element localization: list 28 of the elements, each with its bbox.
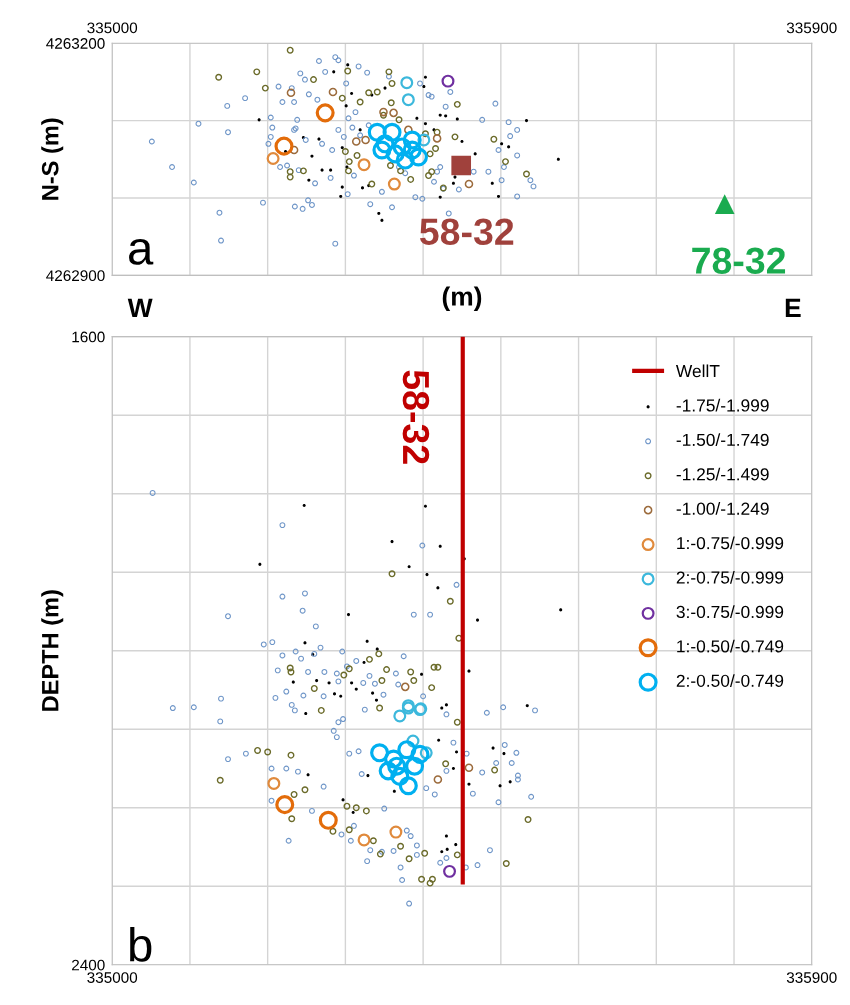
text: E <box>785 298 801 318</box>
y-axis-title: DEPTH (m) <box>41 590 64 711</box>
x-axis-title: (m) <box>442 286 482 312</box>
legend-label: -1.00/-1.249 <box>676 502 769 515</box>
legend-label: WellT <box>675 364 720 378</box>
legend-label: 1:-0.50/-0.749 <box>677 639 784 653</box>
annotation: 78-32 <box>692 247 786 275</box>
legend-label: 1:-0.75/-0.999 <box>677 536 784 550</box>
legend-label: -1.25/-1.499 <box>676 467 769 481</box>
y-tick-label: 1600 <box>72 331 105 343</box>
legend-label: -1.50/-1.749 <box>676 433 769 447</box>
legend-label: 2:-0.75/-0.999 <box>676 570 784 584</box>
text: W <box>127 298 153 318</box>
annotation: 58-32 <box>402 370 430 464</box>
y-axis-title: N-S (m) <box>41 118 64 200</box>
x-tick-label: 335000 <box>87 972 138 983</box>
y-tick-label: 4263200 <box>46 38 105 49</box>
x-tick-label: 335900 <box>786 972 837 983</box>
legend-label: 3:-0.75/-0.999 <box>676 605 784 619</box>
y-tick-label: 2400 <box>72 959 105 971</box>
x-tick-label: 335900 <box>786 22 837 34</box>
annotation: 58-32 <box>419 218 514 246</box>
annotation: b <box>130 927 152 962</box>
legend-label: -1.75/-1.999 <box>676 398 769 412</box>
x-tick-label: 335000 <box>87 22 138 34</box>
y-tick-label: 4262900 <box>46 270 105 282</box>
annotation: a <box>129 238 154 265</box>
legend-label: 2:-0.50/-0.749 <box>676 674 784 687</box>
